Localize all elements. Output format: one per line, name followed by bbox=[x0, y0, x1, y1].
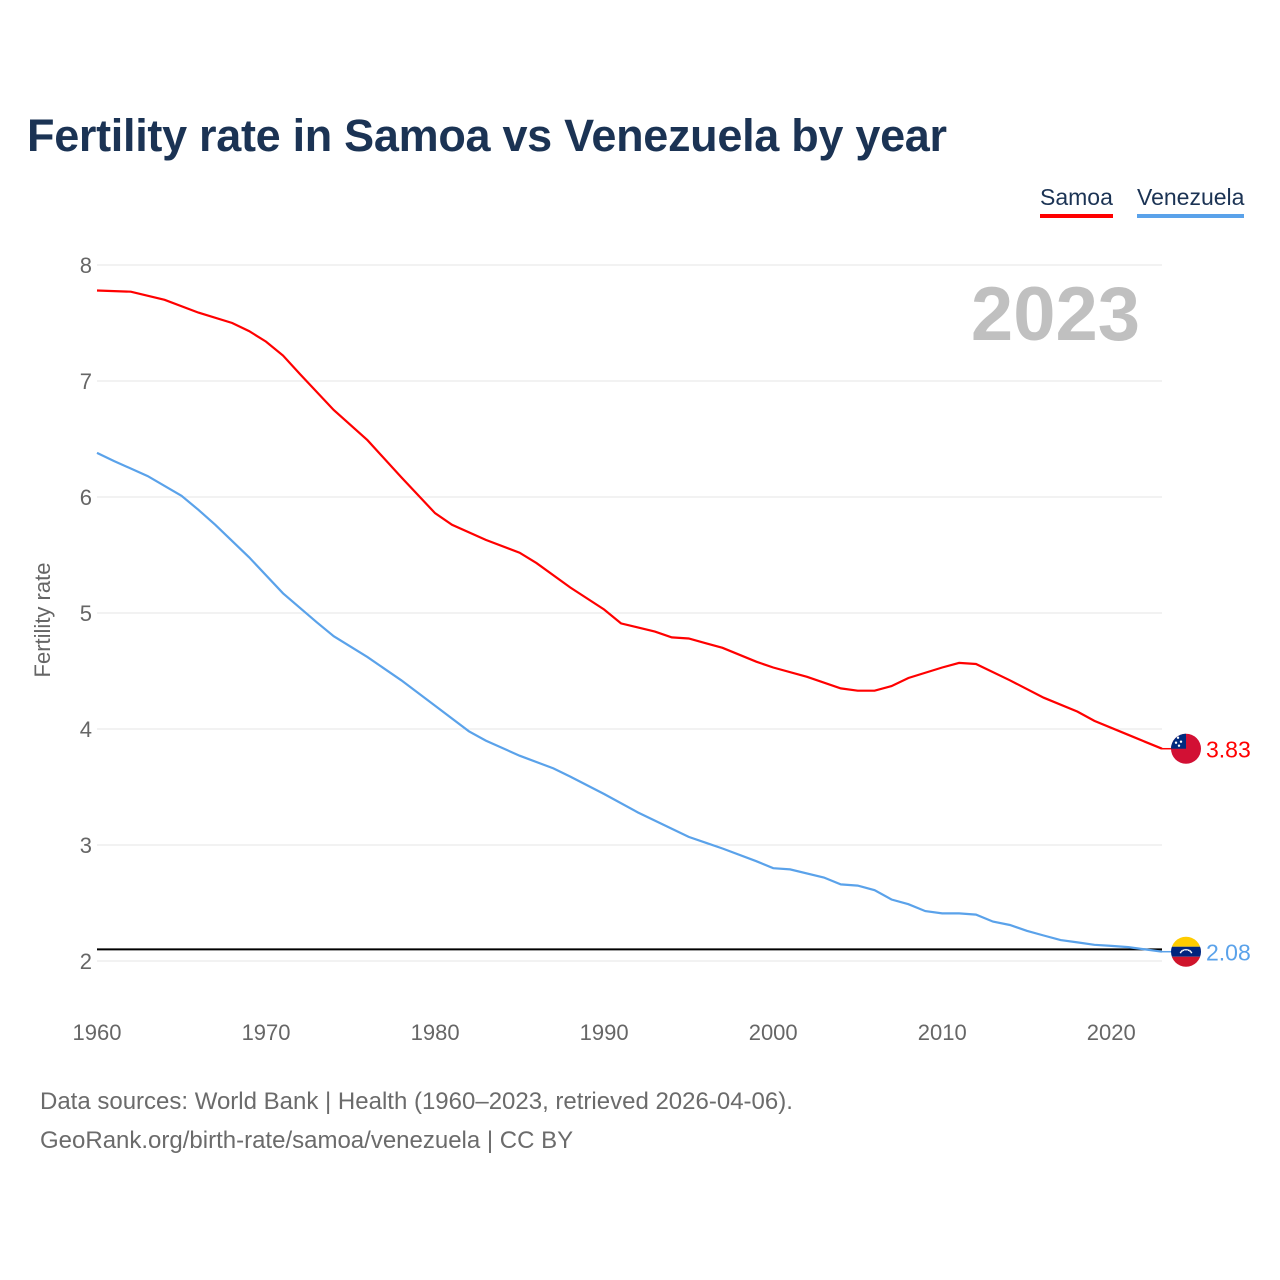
footer-sources: Data sources: World Bank | Health (1960–… bbox=[40, 1088, 793, 1115]
x-tick-label: 1980 bbox=[411, 1020, 460, 1045]
flag-body bbox=[1171, 733, 1201, 764]
y-axis-label: Fertility rate bbox=[30, 563, 55, 678]
flag-star bbox=[1177, 744, 1181, 747]
flag-star bbox=[1187, 949, 1190, 952]
year-watermark: 2023 bbox=[971, 272, 1140, 357]
flag-star bbox=[1179, 951, 1182, 954]
legend-item-samoa[interactable]: Samoa bbox=[1040, 184, 1113, 218]
y-tick-label: 8 bbox=[80, 253, 92, 278]
flag-star bbox=[1174, 741, 1178, 744]
end-value-label: 3.83 bbox=[1206, 737, 1251, 763]
flag-star bbox=[1184, 948, 1186, 951]
flag-star bbox=[1189, 950, 1192, 953]
footer-link[interactable]: GeoRank.org/birth-rate/samoa/venezuela |… bbox=[40, 1127, 574, 1154]
flag-star bbox=[1180, 950, 1183, 953]
y-tick-label: 3 bbox=[80, 833, 92, 858]
flag-star bbox=[1182, 949, 1185, 952]
flag-star bbox=[1176, 736, 1180, 739]
flag-blue bbox=[1171, 946, 1201, 957]
x-tick-label: 2020 bbox=[1087, 1020, 1136, 1045]
venezuela-flag-icon bbox=[1171, 936, 1201, 967]
chart-title: Fertility rate in Samoa vs Venezuela by … bbox=[27, 110, 947, 161]
flag-star bbox=[1186, 948, 1188, 951]
x-tick-label: 2010 bbox=[918, 1020, 967, 1045]
flag-star bbox=[1190, 951, 1193, 954]
samoa-flag-icon bbox=[1171, 733, 1201, 764]
end-value-label: 2.08 bbox=[1206, 940, 1251, 966]
x-tick-label: 1970 bbox=[242, 1020, 291, 1045]
series-line-venezuela bbox=[96, 451, 1163, 953]
flag-star bbox=[1179, 740, 1183, 743]
x-tick-label: 1990 bbox=[580, 1020, 629, 1045]
y-tick-label: 2 bbox=[80, 949, 92, 974]
flag-body bbox=[1171, 936, 1201, 967]
y-tick-label: 5 bbox=[80, 601, 92, 626]
x-tick-label: 2000 bbox=[749, 1020, 798, 1045]
y-tick-label: 7 bbox=[80, 369, 92, 394]
series-line-samoa bbox=[96, 289, 1163, 750]
legend-item-venezuela[interactable]: Venezuela bbox=[1137, 184, 1245, 218]
x-tick-label: 1960 bbox=[73, 1020, 122, 1045]
y-tick-label: 6 bbox=[80, 485, 92, 510]
flag-red bbox=[1171, 956, 1201, 967]
flag-yellow bbox=[1171, 936, 1201, 947]
y-tick-label: 4 bbox=[80, 717, 92, 742]
